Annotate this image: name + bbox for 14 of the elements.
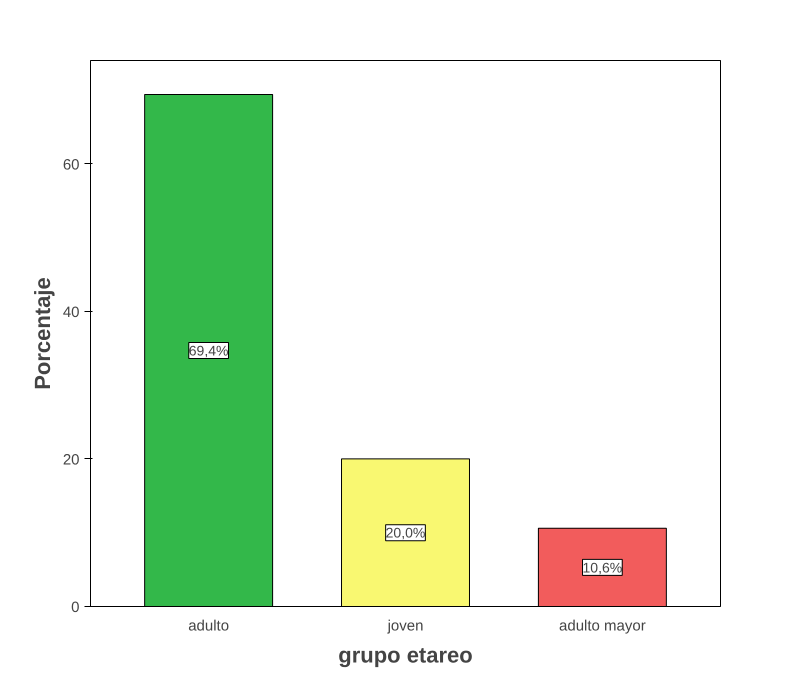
y-tick-label: 40 (62, 304, 80, 321)
y-tick-label: 20 (62, 451, 80, 468)
y-tick-label: 0 (71, 599, 80, 616)
data-label: 20,0% (386, 524, 426, 541)
x-tick-label: adulto (188, 618, 230, 634)
data-label: 69,4% (188, 342, 228, 358)
y-tick-label: 60 (62, 156, 80, 174)
x-tick-label: adulto mayor (559, 618, 646, 634)
x-axis-title: grupo etareo (338, 642, 473, 668)
bar (538, 528, 667, 606)
bar (144, 94, 274, 606)
y-axis-title: Porcentaje (30, 277, 55, 390)
x-tick-label: joven (386, 618, 424, 634)
bar (341, 458, 470, 606)
